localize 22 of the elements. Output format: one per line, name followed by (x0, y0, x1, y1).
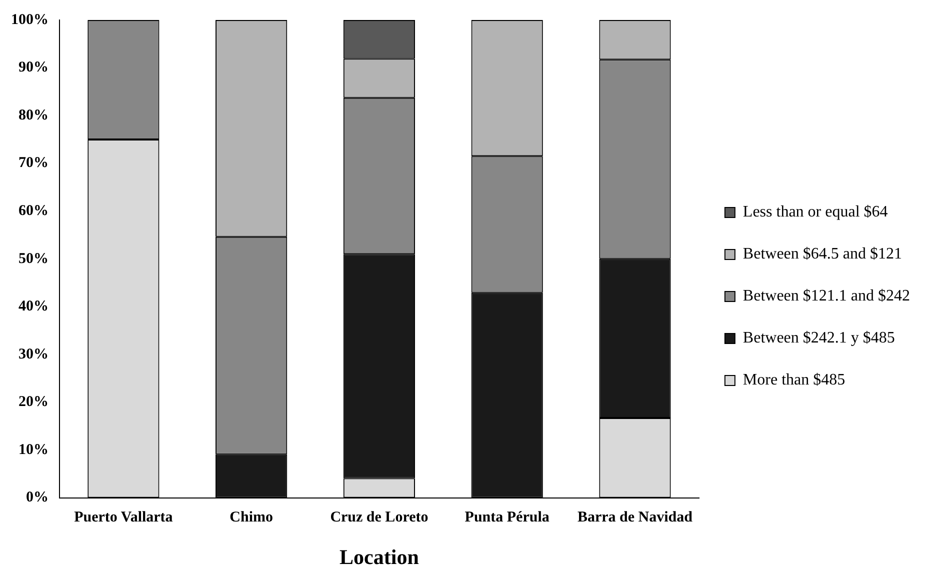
x-tick-label: Punta Pérula (464, 510, 550, 526)
y-tick-label: 40% (18, 298, 48, 315)
legend-label: Between $242.1 y $485 (742, 330, 895, 347)
y-tick-label: 50% (18, 250, 48, 267)
legend-label: More than $485 (742, 372, 846, 389)
x-tick-label: Barra de Navidad (577, 510, 694, 526)
y-tick-label: 80% (18, 107, 48, 124)
y-tick-label: 10% (18, 442, 48, 458)
y-tick-label: 20% (18, 394, 48, 410)
x-axis-title: Location (340, 544, 420, 569)
x-tick-label: Cruz de Loreto (330, 510, 428, 526)
y-tick-label: 100% (11, 12, 48, 28)
y-tick-label: 0% (26, 490, 48, 506)
y-tick-label: 30% (18, 346, 48, 362)
legend-label: Less than or equal $64 (742, 204, 888, 221)
y-tick-label: 70% (18, 155, 48, 172)
y-tick-label: 90% (18, 60, 48, 76)
y-tick-label: 60% (18, 202, 48, 219)
x-tick-label: Chimo (230, 510, 273, 526)
x-tick-label: Puerto Vallarta (74, 510, 174, 526)
legend-label: Between $121.1 and $242 (742, 288, 910, 305)
legend-label: Between $64.5 and $121 (742, 246, 902, 263)
